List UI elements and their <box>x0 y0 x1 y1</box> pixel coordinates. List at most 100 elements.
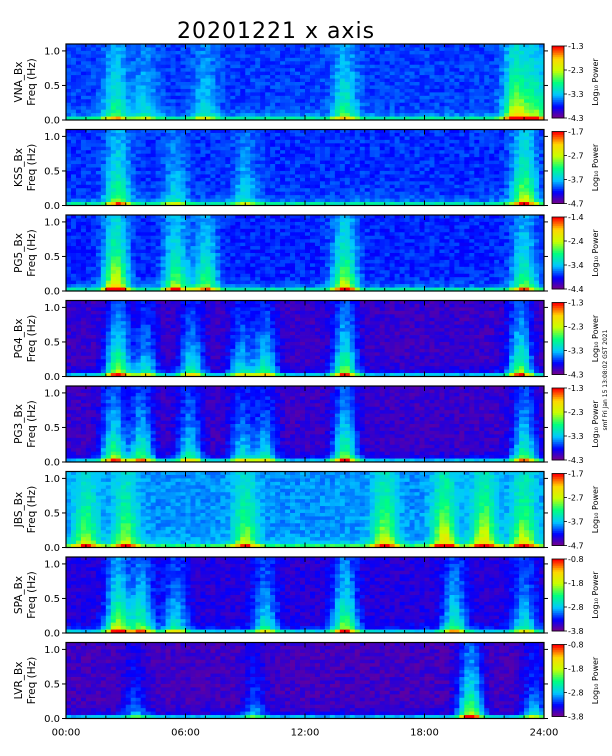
colorbar-tick-label: -1.7 <box>568 128 584 137</box>
spectrogram-cell <box>324 109 331 114</box>
spectrogram-cell <box>349 170 356 175</box>
spectrogram-cell <box>374 195 381 199</box>
spectrogram-cell <box>339 129 346 134</box>
spectrogram-cell <box>150 167 157 172</box>
spectrogram-cell <box>329 139 336 144</box>
spectrogram-cell <box>280 202 286 206</box>
spectrogram-cell <box>255 174 261 179</box>
spectrogram-cell <box>95 202 102 206</box>
spectrogram-cell <box>539 157 545 161</box>
spectrogram-cell <box>379 64 386 69</box>
spectrogram-cell <box>125 174 132 179</box>
spectrogram-cell <box>190 113 196 117</box>
spectrogram-cell <box>130 215 137 219</box>
spectrogram-cell <box>285 177 291 182</box>
spectrogram-cell <box>474 170 480 175</box>
spectrogram-cell <box>110 202 117 206</box>
spectrogram-cell <box>324 153 331 158</box>
spectrogram-cell <box>255 102 261 107</box>
spectrogram-cell <box>369 157 376 161</box>
spectrogram-cell <box>110 85 117 90</box>
spectrogram-cell <box>514 85 520 90</box>
spectrogram-cell <box>100 215 107 219</box>
spectrogram-cell <box>404 82 410 86</box>
spectrogram-cell <box>205 109 211 114</box>
spectrogram-cell <box>295 78 301 83</box>
spectrogram-cell <box>215 160 221 165</box>
spectrogram-cell <box>280 136 286 141</box>
spectrogram-cell <box>314 157 321 161</box>
spectrogram-cell <box>519 198 525 203</box>
spectrogram-cell <box>145 232 152 237</box>
spectrogram-cell <box>384 61 391 66</box>
spectrogram-cell <box>529 157 535 161</box>
spectrogram-cell <box>354 113 361 117</box>
spectrogram-cell <box>349 174 356 179</box>
spectrogram-cell <box>230 164 236 168</box>
colorbar-step <box>552 192 564 195</box>
spectrogram-cell <box>125 270 132 275</box>
spectrogram-cell <box>474 132 480 137</box>
spectrogram-cell <box>125 202 132 206</box>
spectrogram-cell <box>319 202 326 206</box>
spectrogram-cell <box>190 191 196 196</box>
spectrogram-cell <box>369 64 376 69</box>
spectrogram-cell <box>424 174 430 179</box>
spectrogram-cell <box>180 253 186 257</box>
spectrogram-cell <box>344 75 351 79</box>
spectrogram-cell <box>300 88 306 93</box>
spectrogram-cell <box>305 61 311 66</box>
spectrogram-cell <box>175 218 181 223</box>
spectrogram-cell <box>349 202 356 206</box>
spectrogram-cell <box>95 160 102 165</box>
spectrogram-cell <box>200 198 206 203</box>
spectrogram-cell <box>494 54 500 59</box>
spectrogram-cell <box>469 44 475 48</box>
spectrogram-cell <box>384 85 391 90</box>
spectrogram-cell <box>379 174 386 179</box>
spectrogram-cell <box>489 71 495 76</box>
spectrogram-cell <box>240 170 246 175</box>
spectrogram-cell <box>240 68 246 73</box>
spectrogram-cell <box>334 132 341 137</box>
spectrogram-cell <box>349 57 356 62</box>
spectrogram-cell <box>324 157 331 161</box>
spectrogram-cell <box>469 188 475 193</box>
spectrogram-cell <box>95 143 102 148</box>
spectrogram-cell <box>394 99 401 104</box>
spectrogram-cell <box>225 139 231 144</box>
colorbar-step <box>552 112 564 115</box>
spectrogram-cell <box>389 164 396 168</box>
spectrogram-cell <box>105 57 112 62</box>
spectrogram-cell <box>245 191 251 196</box>
spectrogram-cell <box>484 146 490 151</box>
spectrogram-cell <box>374 143 381 148</box>
spectrogram-cell <box>125 287 132 292</box>
spectrogram-cell <box>444 85 450 90</box>
spectrogram-cell <box>170 246 176 250</box>
spectrogram-cell <box>534 184 540 189</box>
spectrogram-cell <box>265 47 271 52</box>
spectrogram-cell <box>399 167 405 172</box>
spectrogram-cell <box>499 71 505 76</box>
spectrogram-cell <box>314 136 321 141</box>
spectrogram-cell <box>195 191 201 196</box>
spectrogram-cell <box>240 92 246 97</box>
spectrogram-cell <box>359 160 366 165</box>
spectrogram-cell <box>265 129 271 134</box>
spectrogram-cell <box>110 82 117 86</box>
spectrogram-cell <box>394 57 401 62</box>
spectrogram-cell <box>389 116 396 121</box>
spectrogram-cell <box>150 249 157 254</box>
spectrogram-cell <box>429 64 435 69</box>
spectrogram-cell <box>539 153 545 158</box>
spectrogram-cell <box>155 143 162 148</box>
spectrogram-cell <box>185 242 191 247</box>
spectrogram-cell <box>379 44 386 48</box>
spectrogram-cell <box>135 116 142 121</box>
spectrogram-cell <box>319 113 326 117</box>
spectrogram-cell <box>180 249 186 254</box>
spectrogram-cell <box>215 146 221 151</box>
spectrogram-cell <box>484 61 490 66</box>
spectrogram-cell <box>90 287 97 292</box>
